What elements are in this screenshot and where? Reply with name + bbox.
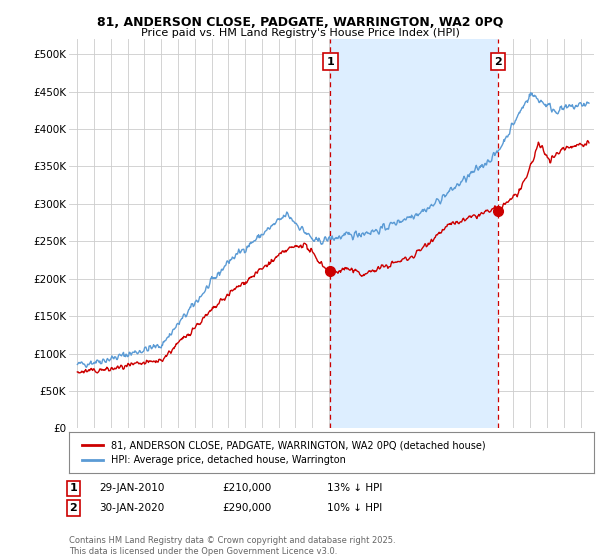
Text: 1: 1 (70, 483, 77, 493)
Text: 2: 2 (70, 503, 77, 513)
Text: Contains HM Land Registry data © Crown copyright and database right 2025.
This d: Contains HM Land Registry data © Crown c… (69, 536, 395, 556)
Text: 30-JAN-2020: 30-JAN-2020 (99, 503, 164, 513)
Text: 1: 1 (326, 57, 334, 67)
Bar (331, 39, 498, 428)
Text: £210,000: £210,000 (222, 483, 271, 493)
Text: 13% ↓ HPI: 13% ↓ HPI (327, 483, 382, 493)
Text: Price paid vs. HM Land Registry's House Price Index (HPI): Price paid vs. HM Land Registry's House … (140, 28, 460, 38)
Text: £290,000: £290,000 (222, 503, 271, 513)
Text: 2: 2 (494, 57, 502, 67)
Text: 81, ANDERSON CLOSE, PADGATE, WARRINGTON, WA2 0PQ: 81, ANDERSON CLOSE, PADGATE, WARRINGTON,… (97, 16, 503, 29)
Legend: 81, ANDERSON CLOSE, PADGATE, WARRINGTON, WA2 0PQ (detached house), HPI: Average : 81, ANDERSON CLOSE, PADGATE, WARRINGTON,… (79, 437, 489, 468)
Text: 29-JAN-2010: 29-JAN-2010 (99, 483, 164, 493)
Text: 10% ↓ HPI: 10% ↓ HPI (327, 503, 382, 513)
